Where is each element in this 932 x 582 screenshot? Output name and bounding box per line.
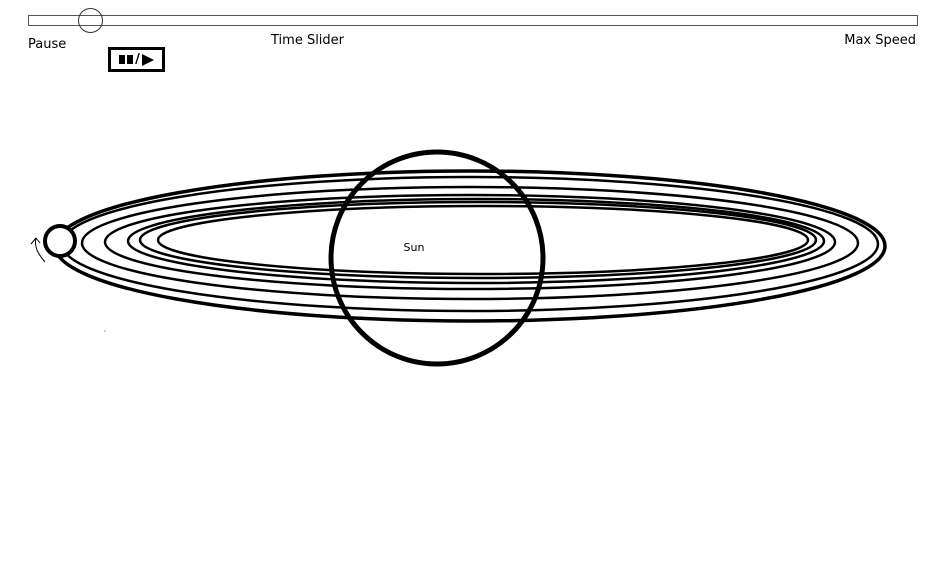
- orbit-ring: [103, 193, 837, 291]
- planet: [43, 224, 77, 258]
- sun: [328, 149, 546, 367]
- pause-play-icon: /: [119, 53, 154, 66]
- time-slider-thumb[interactable]: [78, 8, 103, 33]
- play-pause-button[interactable]: /: [108, 47, 165, 72]
- time-slider-track[interactable]: [28, 15, 918, 26]
- orbit-ring: [60, 175, 880, 313]
- orbit-ring: [156, 204, 810, 276]
- orbit-ring: [80, 185, 860, 301]
- pause-label: Pause: [28, 37, 67, 52]
- orbit-ring: [126, 197, 826, 285]
- orbit-direction-arrow-icon: [30, 237, 46, 263]
- time-slider-label: Time Slider: [271, 33, 345, 48]
- sun-label: Sun: [404, 241, 425, 254]
- orbit-ring: [138, 200, 818, 280]
- orbit-rings: [53, 169, 887, 323]
- max-speed-label: Max Speed: [844, 33, 916, 48]
